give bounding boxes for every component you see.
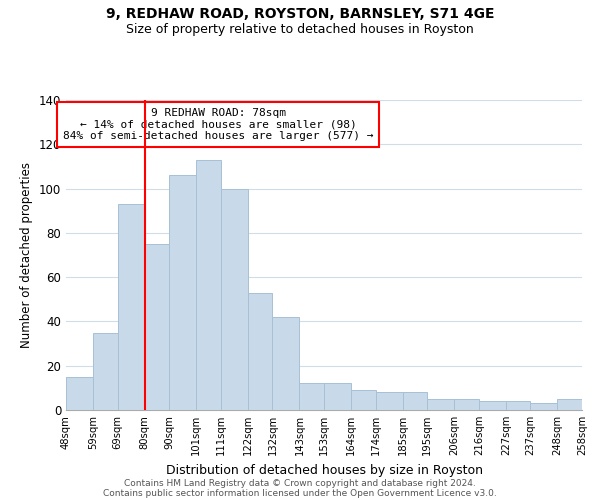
- Bar: [93, 332, 118, 410]
- Bar: [427, 399, 454, 410]
- Text: Contains HM Land Registry data © Crown copyright and database right 2024.: Contains HM Land Registry data © Crown c…: [124, 478, 476, 488]
- Bar: [221, 188, 248, 410]
- Bar: [403, 392, 427, 410]
- X-axis label: Distribution of detached houses by size in Royston: Distribution of detached houses by size …: [166, 464, 482, 476]
- Text: 9, REDHAW ROAD, ROYSTON, BARNSLEY, S71 4GE: 9, REDHAW ROAD, ROYSTON, BARNSLEY, S71 4…: [106, 8, 494, 22]
- Bar: [506, 401, 530, 410]
- Bar: [530, 404, 557, 410]
- Bar: [248, 292, 272, 410]
- Bar: [66, 377, 93, 410]
- Bar: [118, 204, 145, 410]
- Bar: [145, 244, 169, 410]
- Bar: [454, 399, 479, 410]
- Bar: [324, 384, 351, 410]
- Y-axis label: Number of detached properties: Number of detached properties: [20, 162, 33, 348]
- Bar: [376, 392, 403, 410]
- Bar: [479, 401, 506, 410]
- Bar: [299, 384, 324, 410]
- Text: Size of property relative to detached houses in Royston: Size of property relative to detached ho…: [126, 22, 474, 36]
- Bar: [196, 160, 221, 410]
- Text: 9 REDHAW ROAD: 78sqm
← 14% of detached houses are smaller (98)
84% of semi-detac: 9 REDHAW ROAD: 78sqm ← 14% of detached h…: [63, 108, 373, 141]
- Text: Contains public sector information licensed under the Open Government Licence v3: Contains public sector information licen…: [103, 488, 497, 498]
- Bar: [557, 399, 582, 410]
- Bar: [272, 317, 299, 410]
- Bar: [351, 390, 376, 410]
- Bar: [169, 176, 196, 410]
